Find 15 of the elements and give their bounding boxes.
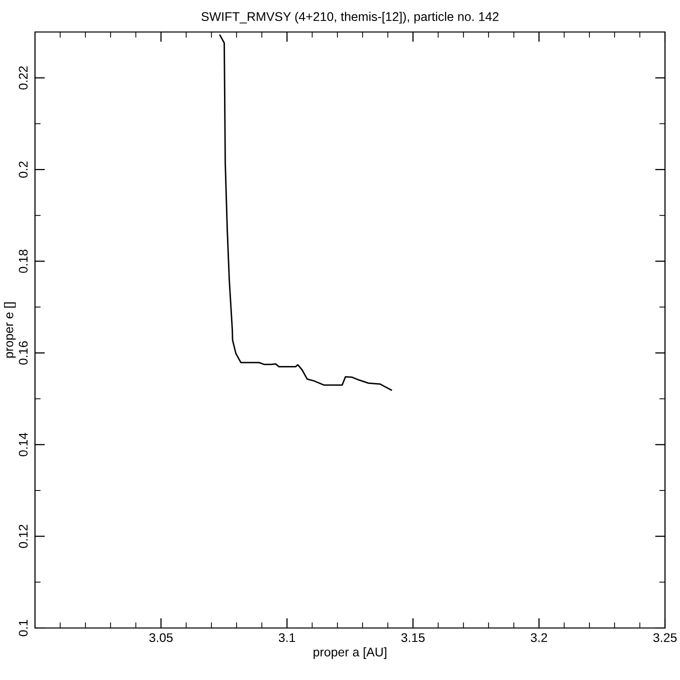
y-tick-label: 0.1 [18, 620, 28, 636]
x-tick-label: 3.2 [530, 633, 548, 642]
x-tick-label: 3.1 [278, 633, 296, 642]
x-tick-label: 3.05 [149, 633, 173, 642]
y-tick-label: 0.12 [18, 524, 28, 548]
y-tick-label: 0.2 [18, 161, 28, 178]
y-axis-title: proper e [] [4, 302, 16, 358]
x-tick-label: 3.25 [653, 633, 677, 642]
chart-title: SWIFT_RMVSY (4+210, themis-[12]), particle no. 142 [201, 12, 498, 24]
y-tick-label: 0.22 [18, 66, 28, 90]
y-tick-label: 0.18 [18, 250, 28, 273]
y-tick-label: 0.14 [18, 432, 28, 456]
x-tick-label: 3.15 [401, 633, 425, 642]
x-axis-title: proper a [AU] [314, 647, 386, 659]
y-tick-label: 0.16 [18, 341, 28, 365]
